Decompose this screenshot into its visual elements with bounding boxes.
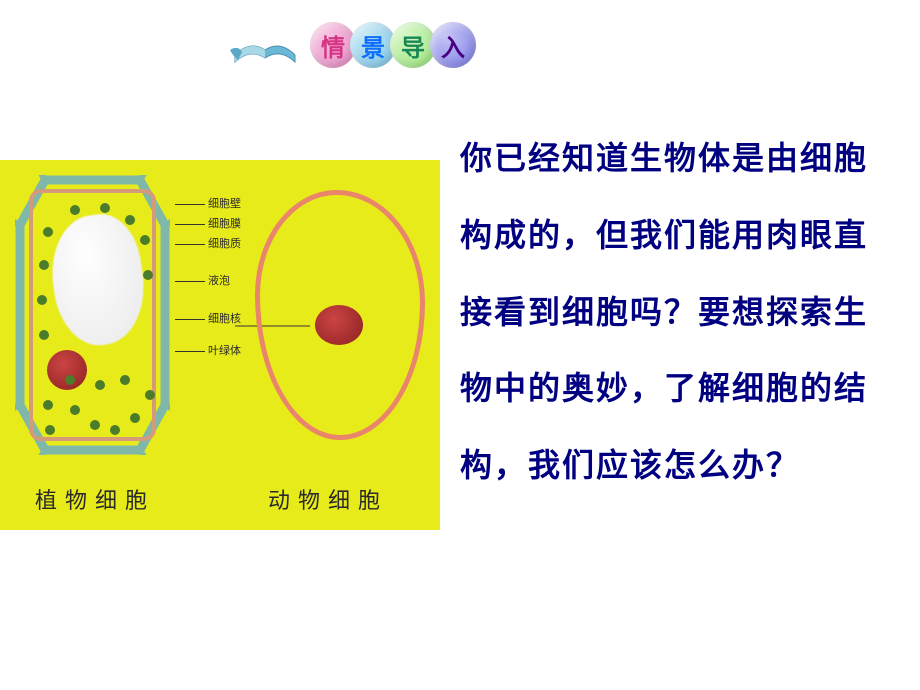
plant-cell-label: 植物细胞: [35, 483, 155, 515]
label-nucleus: 细胞核: [175, 310, 241, 330]
plant-cell: [15, 175, 170, 455]
title-circles: 情 景 导 入: [310, 22, 476, 68]
animal-nucleus: [315, 305, 363, 345]
book-icon: [230, 20, 300, 70]
cell-diagram: 细胞壁 细胞膜 细胞质 液泡 细胞核 叶绿体 植物细胞 动物细胞: [0, 160, 440, 530]
label-membrane: 细胞膜: [175, 215, 241, 235]
animal-cell-label: 动物细胞: [268, 483, 388, 515]
label-cytoplasm: 细胞质: [175, 235, 241, 255]
cell-labels: 细胞壁 细胞膜 细胞质 液泡 细胞核 叶绿体: [175, 195, 241, 362]
label-vacuole: 液泡: [175, 272, 241, 292]
label-chloroplast: 叶绿体: [175, 342, 241, 362]
circle-4: 入: [430, 22, 476, 68]
header-badge: 情 景 导 入: [230, 20, 476, 70]
animal-cell: [255, 190, 425, 440]
main-text: 你已经知道生物体是由细胞构成的，但我们能用肉眼直接看到细胞吗？要想探索生物中的奥…: [460, 120, 900, 504]
label-wall: 细胞壁: [175, 195, 241, 215]
